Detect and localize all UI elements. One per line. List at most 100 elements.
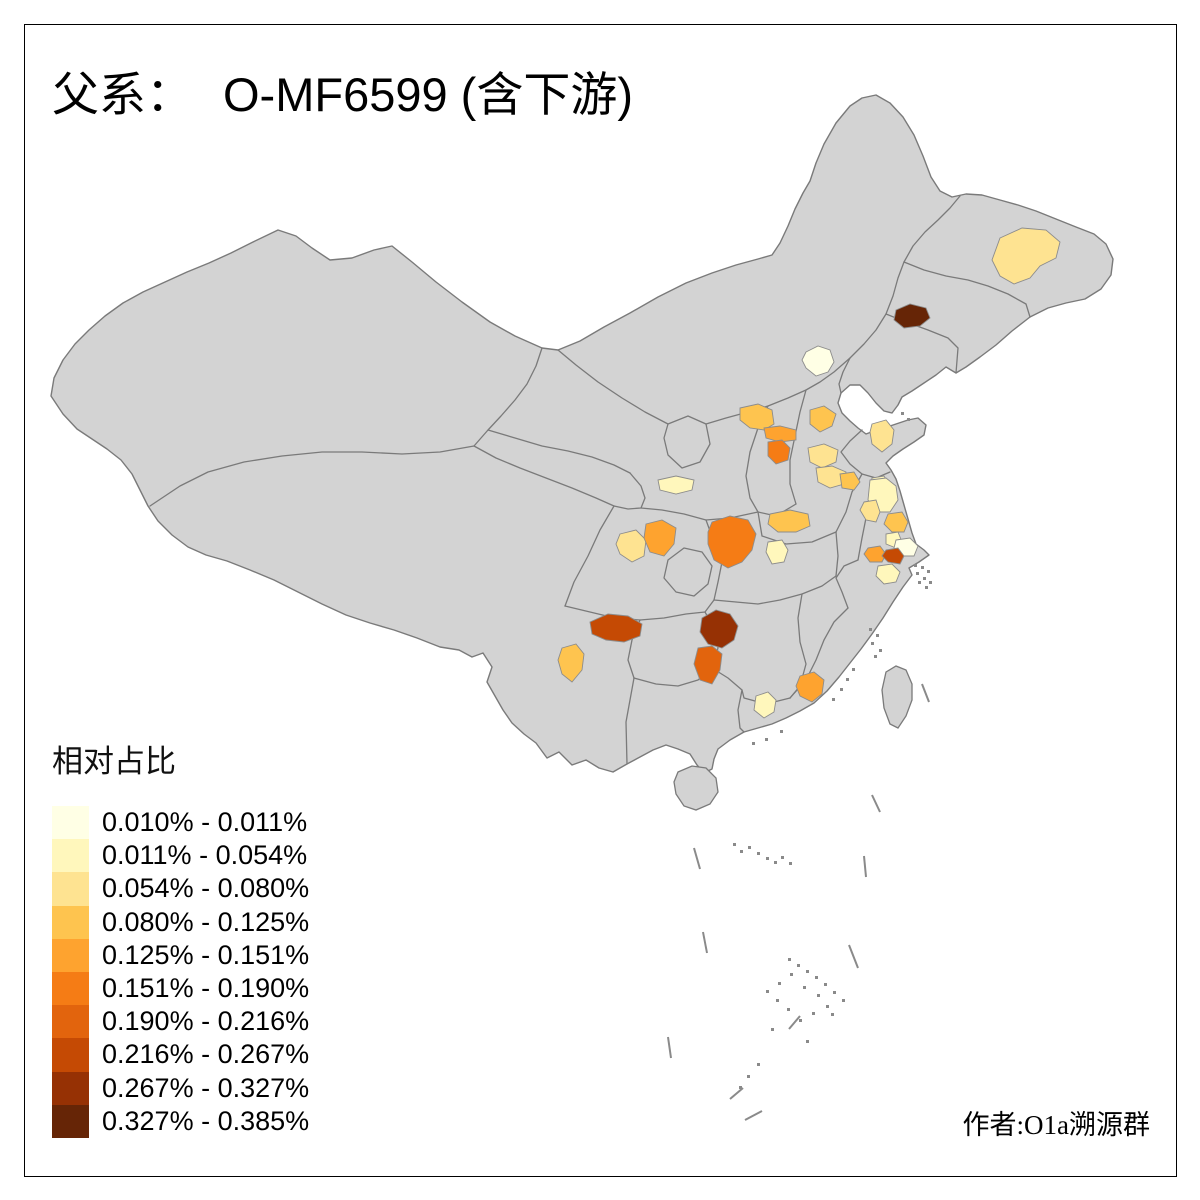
small-island-speck	[806, 970, 809, 973]
province-border-line	[757, 511, 837, 545]
sea-dash-mark	[921, 683, 930, 703]
province-border-line	[835, 531, 839, 577]
small-island-speck	[803, 986, 806, 989]
small-island-speck	[781, 856, 784, 859]
small-island-speck	[790, 973, 793, 976]
legend-row: 0.216% - 0.267%	[52, 1038, 310, 1072]
china-mainland-outline	[50, 94, 1114, 774]
taiwan-island	[881, 665, 913, 729]
map-region-tianshui	[657, 475, 695, 495]
map-region-xiangyang	[707, 515, 757, 569]
province-border-line	[473, 445, 615, 507]
province-border-line	[713, 575, 837, 605]
sea-dash-mark	[788, 1015, 801, 1030]
map-region-suihua	[991, 227, 1061, 285]
sea-dash-mark	[729, 1087, 744, 1100]
small-island-speck	[765, 738, 768, 741]
map-region-yancheng	[883, 511, 909, 533]
small-island-speck	[879, 649, 882, 652]
legend-range-label: 0.010% - 0.011%	[102, 807, 308, 838]
map-region-shangqiu	[839, 471, 861, 491]
legend-swatch	[52, 872, 89, 906]
small-island-speck	[748, 846, 751, 849]
small-island-speck	[876, 634, 879, 637]
small-island-speck	[747, 1075, 750, 1078]
small-island-speck	[826, 1005, 829, 1008]
legend-range-label: 0.151% - 0.190%	[102, 973, 310, 1004]
map-region-siping	[893, 303, 931, 329]
map-region-chuzhou	[859, 499, 881, 523]
small-island-speck	[914, 564, 917, 567]
legend-row: 0.010% - 0.011%	[52, 806, 309, 840]
map-region-qingdao	[869, 419, 895, 453]
map-region-taiyuan	[763, 425, 797, 443]
province-border-line	[663, 415, 711, 469]
small-island-speck	[846, 678, 849, 681]
small-island-speck	[774, 861, 777, 864]
title-prefix: 父系：	[52, 70, 193, 122]
map-region-bijie	[589, 613, 643, 643]
map-region-chengdu	[615, 529, 647, 563]
small-island-speck	[752, 742, 755, 745]
map-region-jinzhong	[767, 439, 791, 465]
small-island-speck	[766, 857, 769, 860]
map-region-nanjing	[863, 545, 887, 563]
legend-range-label: 0.080% - 0.125%	[102, 906, 310, 937]
small-island-speck	[840, 688, 843, 691]
sea-dash-mark	[744, 1110, 763, 1121]
small-island-speck	[916, 572, 919, 575]
legend-row: 0.011% - 0.054%	[52, 839, 309, 873]
province-border-line	[838, 357, 851, 394]
province-border-line	[564, 599, 715, 621]
province-border-line	[903, 261, 1031, 318]
map-region-xiangxi	[699, 609, 739, 649]
page-title: 父系： O-MF6599 (含下游)	[52, 56, 633, 125]
legend-row: 0.054% - 0.080%	[52, 872, 310, 906]
province-border-line	[564, 505, 615, 607]
map-region-huaihua	[693, 645, 723, 685]
small-island-speck	[871, 642, 874, 645]
map-region-hezhou	[753, 691, 777, 719]
legend-row: 0.327% - 0.385%	[52, 1104, 310, 1138]
map-region-suizhou	[765, 539, 789, 565]
small-island-speck	[907, 418, 910, 421]
legend-range-label: 0.216% - 0.267%	[102, 1039, 310, 1070]
map-region-zhumadian	[767, 509, 811, 533]
legend-range-label: 0.267% - 0.327%	[102, 1072, 310, 1103]
plot-frame-border	[24, 24, 1177, 1177]
legend-swatch	[52, 938, 89, 972]
small-island-speck	[757, 1063, 760, 1066]
small-island-speck	[824, 983, 827, 986]
small-island-speck	[778, 982, 781, 985]
small-island-speck	[923, 577, 926, 580]
small-island-speck	[869, 628, 872, 631]
map-region-shijiazhuang	[809, 405, 837, 433]
map-region-meizhou	[795, 671, 825, 703]
legend-range-label: 0.011% - 0.054%	[102, 840, 308, 871]
small-island-speck	[740, 850, 743, 853]
province-border-line	[711, 667, 745, 733]
legend-range-label: 0.054% - 0.080%	[102, 873, 310, 904]
small-island-speck	[901, 412, 904, 415]
small-island-speck	[797, 964, 800, 967]
sea-dash-mark	[702, 931, 708, 954]
province-border-line	[557, 349, 669, 425]
map-region-huzhou	[875, 563, 901, 585]
small-island-speck	[833, 991, 836, 994]
small-island-speck	[817, 994, 820, 997]
legend-range-label: 0.327% - 0.385%	[102, 1105, 310, 1136]
attribution-text: 作者:O1a溯源群	[962, 1110, 1150, 1140]
legend-rows: 0.010% - 0.011% 0.011% - 0.054% 0.054% - 0…	[52, 806, 309, 1138]
sea-dash-mark	[693, 847, 701, 870]
hainan-island	[673, 765, 719, 811]
small-island-speck	[852, 668, 855, 671]
legend-row: 0.267% - 0.327%	[52, 1071, 310, 1105]
legend-range-label: 0.190% - 0.216%	[102, 1006, 310, 1037]
legend-swatch	[52, 1104, 89, 1138]
small-island-speck	[757, 852, 760, 855]
small-island-speck	[842, 999, 845, 1002]
small-island-speck	[831, 1013, 834, 1016]
legend-row: 0.080% - 0.125%	[52, 905, 310, 939]
small-island-speck	[771, 1028, 774, 1031]
